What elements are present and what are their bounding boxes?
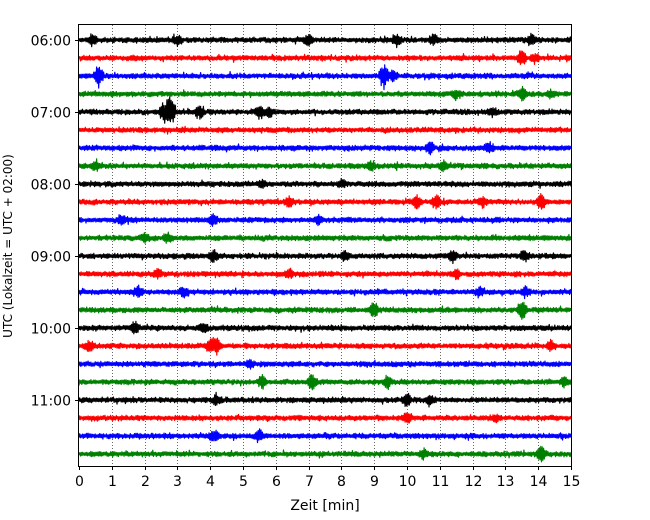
y-tick-label: 08:00 <box>31 178 71 194</box>
y-axis-label: UTC (Lokalzeit = UTC + 02:00) <box>1 154 15 338</box>
x-tick-label: 4 <box>206 474 215 490</box>
x-tick-label: 11 <box>432 474 450 490</box>
trace-line <box>78 267 572 281</box>
x-tick-label: 12 <box>465 474 483 490</box>
x-tick-label: 0 <box>75 474 84 490</box>
trace-line <box>78 428 572 444</box>
trace-line <box>78 96 572 124</box>
plot-frame <box>78 24 572 467</box>
x-tick-label: 9 <box>370 474 379 490</box>
trace-line <box>78 50 572 66</box>
trace-line <box>78 412 572 424</box>
trace-line <box>78 391 572 408</box>
trace-line <box>78 193 572 210</box>
x-tick-label: 5 <box>239 474 248 490</box>
x-tick-label: 1 <box>108 474 117 490</box>
x-axis-ticks: 0 1 2 3 4 5 6 7 8 9 10 11 12 13 14 15 <box>75 466 580 490</box>
x-tick-label: 8 <box>337 474 346 490</box>
trace-line <box>78 336 572 356</box>
trace-line <box>78 32 572 49</box>
y-tick-label: 07:00 <box>31 106 71 122</box>
trace-line <box>78 85 572 102</box>
trace-line <box>78 231 572 244</box>
seismic-traces <box>78 32 572 463</box>
trace-line <box>78 158 572 173</box>
x-tick-label: 6 <box>272 474 281 490</box>
trace-line <box>78 320 572 335</box>
trace-line <box>78 445 572 463</box>
y-tick-label: 11:00 <box>31 394 71 410</box>
x-tick-label: 13 <box>497 474 515 490</box>
trace-line <box>78 301 572 320</box>
y-tick-label: 10:00 <box>31 322 71 338</box>
y-axis-ticks: 06:00 07:00 08:00 09:00 10:00 11:00 <box>31 34 79 410</box>
trace-line <box>78 64 572 91</box>
x-tick-label: 10 <box>399 474 417 490</box>
trace-line <box>78 213 572 227</box>
trace-line <box>78 141 572 156</box>
trace-line <box>78 249 572 265</box>
trace-line <box>78 177 572 189</box>
x-tick-label: 3 <box>173 474 182 490</box>
y-tick-label: 09:00 <box>31 250 71 266</box>
trace-line <box>78 358 572 370</box>
y-tick-label: 06:00 <box>31 34 71 50</box>
trace-line <box>78 125 572 135</box>
trace-line <box>78 284 572 300</box>
x-axis-label: Zeit [min] <box>290 498 359 514</box>
x-tick-label: 7 <box>305 474 314 490</box>
x-tick-label: 14 <box>530 474 548 490</box>
x-tick-label: 15 <box>563 474 581 490</box>
x-tick-label: 2 <box>141 474 150 490</box>
trace-line <box>78 374 572 391</box>
